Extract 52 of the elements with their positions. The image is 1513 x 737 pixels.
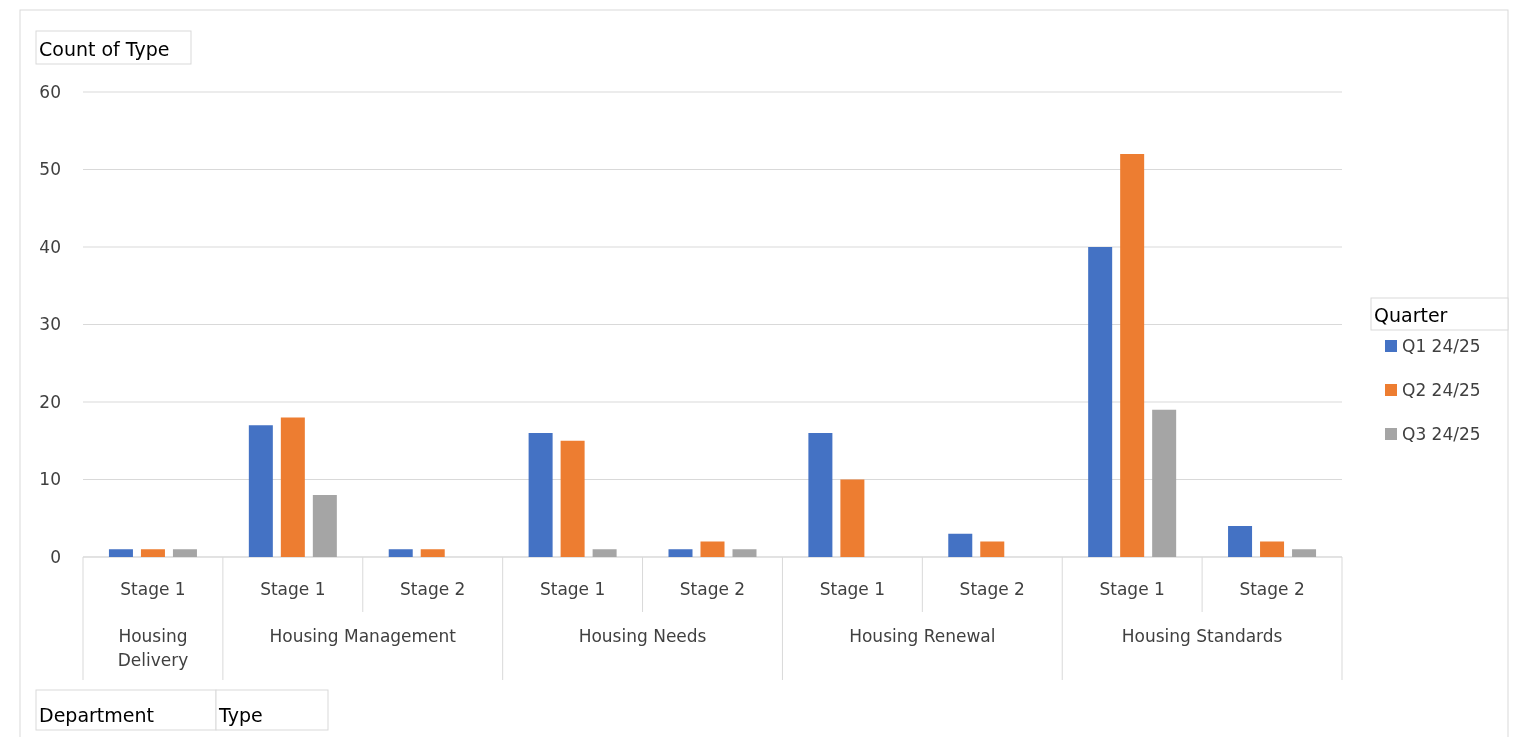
bar — [840, 479, 865, 557]
bar — [1088, 247, 1113, 557]
y-tick-label: 0 — [50, 546, 61, 567]
y-tick-label: 20 — [39, 391, 61, 412]
x-tick-label: Stage 1 — [260, 579, 326, 599]
text: Housing Standards — [1121, 626, 1283, 646]
bar — [528, 433, 553, 557]
legend-label: Q3 24/25 — [1402, 424, 1481, 444]
text: Housing Needs — [578, 626, 707, 646]
bar — [280, 417, 305, 557]
x-tick-label: Stage 1 — [120, 579, 186, 599]
bar — [420, 549, 445, 557]
x-tick-label: Stage 2 — [1239, 579, 1305, 599]
bar — [980, 541, 1005, 557]
bar — [248, 425, 273, 557]
y-axis-title: Count of Type — [39, 38, 170, 60]
x-tick-label: Stage 1 — [539, 579, 606, 599]
bar — [808, 433, 833, 557]
bar — [172, 549, 197, 557]
bar — [668, 549, 693, 557]
bar — [1260, 541, 1285, 557]
bar — [1292, 549, 1317, 557]
legend-label: Q2 24/25 — [1402, 380, 1481, 400]
x-tick-label: Stage 2 — [959, 579, 1025, 599]
text: Department — [39, 704, 154, 726]
bar — [140, 549, 165, 557]
text: Housing Management — [269, 626, 457, 646]
y-tick-label: 10 — [39, 469, 61, 490]
bar — [560, 440, 585, 557]
legend-title: Quarter — [1374, 304, 1448, 326]
bar — [1228, 526, 1253, 557]
bar — [700, 541, 725, 557]
x-tick-label: Stage 1 — [1099, 579, 1165, 599]
bar — [592, 549, 617, 557]
y-tick-label: 60 — [39, 81, 61, 102]
bar — [388, 549, 413, 557]
y-tick-label: 50 — [39, 159, 61, 180]
y-tick-label: 30 — [39, 314, 61, 335]
bar — [1120, 154, 1145, 557]
x-tick-label: Stage 1 — [819, 579, 886, 599]
text: Housing Renewal — [849, 626, 996, 646]
y-tick-label: 40 — [39, 236, 61, 257]
bar — [1152, 409, 1177, 557]
x-tick-label: Stage 2 — [679, 579, 746, 599]
x-tick-label: Stage 2 — [400, 579, 466, 599]
bar — [732, 549, 757, 557]
text: Type — [218, 704, 263, 726]
text: Housing Delivery — [117, 626, 189, 670]
bar — [108, 549, 133, 557]
bar — [312, 495, 337, 557]
bar — [948, 533, 973, 557]
legend-label: Q1 24/25 — [1402, 336, 1481, 356]
